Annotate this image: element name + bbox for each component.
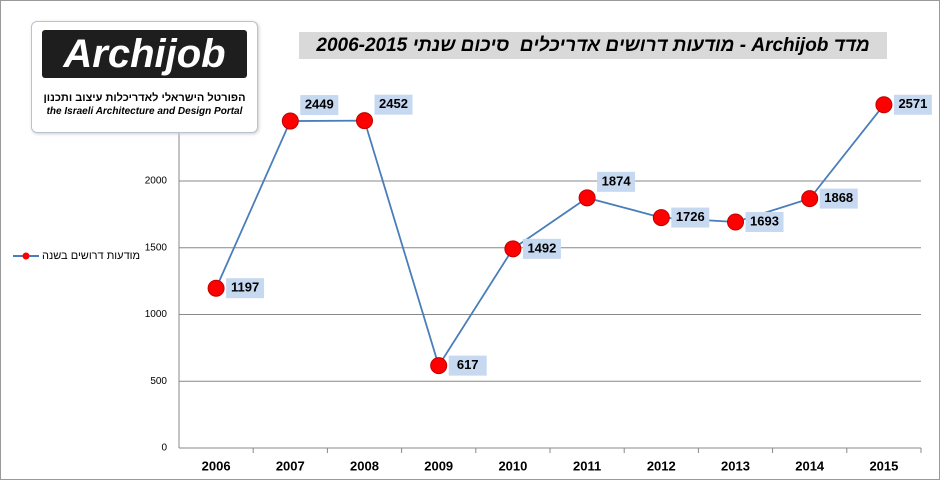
marker [652,209,670,227]
data-label: 2571 [893,94,932,115]
data-label: 1492 [522,238,561,259]
marker [801,190,819,208]
chart-title: מדד Archijob - מודעות דרושים אדריכלים סי… [299,32,887,59]
legend: מודעות דרושים בשנה [13,250,140,262]
logo-tagline: הפורטל הישראלי לאדריכלות עיצוב ותכנון [43,92,246,104]
legend-label: מודעות דרושים בשנה [42,250,141,262]
data-label-text: 2571 [898,96,927,111]
marker [727,213,744,231]
marker [875,96,893,114]
marker [356,112,373,130]
data-label: 2449 [300,95,339,116]
x-tick-label: 2014 [795,458,825,473]
data-label-box [893,94,932,115]
x-tick-label: 2007 [276,458,305,473]
data-label-box [597,171,636,192]
x-tick-label: 2006 [202,458,231,473]
data-label-box [300,95,339,116]
data-label-text: 1693 [750,213,779,228]
data-label-text: 1868 [824,190,853,205]
series-line [215,104,885,368]
x-tick-label: 2011 [573,458,601,473]
data-label: 1693 [745,211,784,232]
marker [281,112,299,130]
y-tick-label: 1000 [145,309,168,320]
x-tick-label: 2015 [869,458,898,473]
data-label-text: 1197 [231,280,259,295]
y-tick-label: 1500 [145,242,168,253]
data-label-text: 1874 [602,173,632,188]
data-label-box [226,278,265,299]
marker [504,240,522,258]
data-label-box [374,94,413,115]
marker [430,357,448,375]
y-tick-label: 0 [161,443,167,454]
data-label-box [522,238,561,259]
y-tick-label: 2000 [145,176,168,187]
data-label: 1874 [597,171,636,192]
x-tick-label: 2009 [424,458,453,473]
data-label-box [671,207,710,228]
data-label: 1868 [819,188,858,209]
x-tick-label: 2012 [647,458,676,473]
data-label: 1726 [671,207,710,228]
y-tick-label: 500 [150,376,167,387]
logo: Archijob הפורטל הישראלי לאדריכלות עיצוב … [31,21,258,133]
data-label: 1197 [226,278,265,299]
data-label-text: 1726 [676,209,705,224]
data-label-box [819,188,858,209]
x-tick-label: 2013 [721,458,750,473]
logo-name: Archijob [42,30,247,78]
x-tick-label: 2008 [350,458,379,473]
marker [207,279,225,297]
data-label-text: 2449 [305,96,334,111]
logo-tagline: the Israeli Architecture and Design Port… [46,106,243,117]
data-label-box [448,355,487,376]
x-tick-label: 2010 [498,458,527,473]
data-label-text: 2452 [379,96,408,111]
data-label-text: 617 [457,357,479,372]
data-label: 617 [448,355,487,376]
marker [578,189,596,207]
data-label: 2452 [374,94,413,115]
data-label-box [745,211,784,232]
data-label-text: 1492 [527,240,556,255]
legend-swatch [13,252,39,260]
